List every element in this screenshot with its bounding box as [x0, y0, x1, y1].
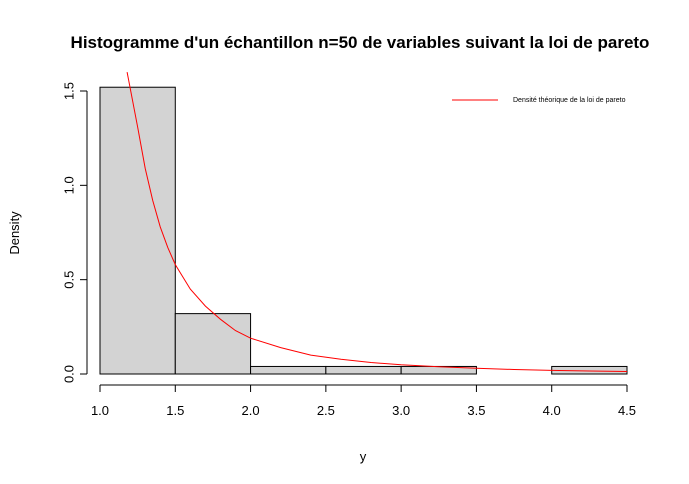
y-tick-label-2: 1.0: [61, 176, 76, 194]
histogram-bar-1: [174, 313, 252, 375]
y-tick-label-0: 0.0: [61, 365, 76, 383]
histogram-bar-3: [325, 365, 402, 375]
y-axis: 0.0 0.5 1.0 1.5: [61, 82, 88, 383]
histogram-bar-0: [99, 86, 176, 375]
x-tick-label-3: 2.5: [317, 403, 335, 418]
legend-entry-label: Densité théorique de la loi de pareto: [513, 97, 626, 104]
histogram-bar-2: [250, 365, 327, 375]
x-tick-label-2: 2.0: [242, 403, 260, 418]
x-axis: 1.0 1.5 2.0 2.5 3.0 3.5 4.0 4.5: [91, 384, 636, 418]
x-tick-label-6: 4.0: [543, 403, 561, 418]
x-tick-label-5: 3.5: [467, 403, 485, 418]
legend: Densité théorique de la loi de pareto: [452, 97, 626, 104]
x-axis-label: y: [360, 449, 367, 464]
chart-title: Histogramme d'un échantillon n=50 de var…: [71, 33, 650, 52]
histogram-bars: [99, 86, 628, 375]
density-curve: [126, 72, 628, 372]
x-tick-label-0: 1.0: [91, 403, 109, 418]
x-tick-label-1: 1.5: [166, 403, 184, 418]
y-tick-label-3: 1.5: [61, 82, 76, 100]
y-tick-label-1: 0.5: [61, 271, 76, 289]
y-axis-label: Density: [7, 211, 22, 255]
x-tick-label-4: 3.0: [392, 403, 410, 418]
x-tick-label-7: 4.5: [618, 403, 636, 418]
